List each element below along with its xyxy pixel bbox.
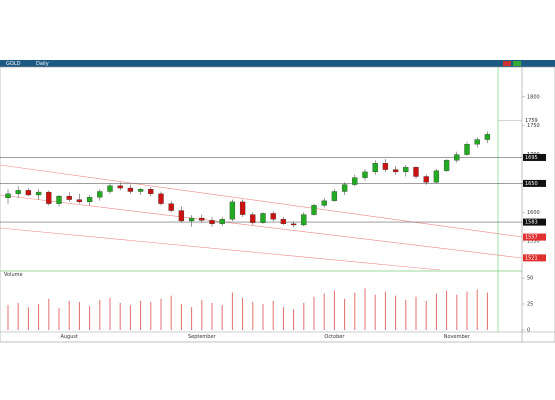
x-tick-label: October [324, 334, 345, 340]
y-tick-label: 1800 [527, 94, 540, 100]
candle-body [321, 200, 327, 206]
level-tag: 1583 [523, 218, 546, 226]
trend-line [0, 194, 523, 259]
candle-body [382, 163, 389, 170]
candle-body [484, 134, 491, 140]
candle-body [5, 193, 11, 199]
candle-body [219, 219, 225, 224]
trend-line [0, 164, 523, 238]
timeframe: Daily [36, 61, 49, 67]
level-box [523, 179, 546, 187]
candle-body [117, 185, 123, 189]
trend-tag: 1557 [523, 233, 546, 241]
candle-body [168, 203, 174, 211]
level-box [523, 218, 546, 226]
trend-label: 1557 [525, 235, 538, 241]
candle-body [76, 199, 83, 203]
candle-body [137, 189, 144, 192]
x-tick-label: November [444, 334, 471, 340]
candle-body [46, 191, 52, 204]
candle-body [474, 139, 480, 145]
candle-body [158, 193, 164, 204]
candle-body [56, 195, 62, 204]
candle-body [464, 144, 470, 155]
candle-body [290, 223, 297, 226]
candle-body [199, 217, 205, 221]
level-label: 1650 [525, 181, 538, 187]
cursor-price-label: 1759 [525, 118, 538, 124]
candle-body [301, 214, 307, 226]
candle-body [97, 191, 103, 198]
candle-body [86, 197, 93, 203]
title-bar [0, 60, 555, 67]
candle-body [148, 189, 154, 194]
candle-body [66, 195, 72, 200]
candle-body [127, 187, 134, 192]
level-tag: 1695 [523, 153, 546, 161]
candle-body [362, 171, 368, 178]
candle-body [311, 205, 317, 215]
trend-box [523, 254, 546, 262]
candle-body [250, 214, 256, 223]
trend-box [523, 233, 546, 241]
candle-body [341, 184, 348, 192]
trend-label: 1521 [525, 255, 538, 261]
candle-body [188, 217, 195, 222]
y-tick-label: 1600 [527, 210, 540, 216]
candle-body [229, 201, 236, 220]
volume-tick-label: 50 [527, 276, 533, 282]
candle-body [270, 213, 276, 220]
volume-tick-label: 0 [527, 328, 530, 334]
candle-body [209, 220, 215, 224]
y-tick-label: 1550 [527, 239, 540, 245]
candle-body [403, 167, 409, 173]
trend-tag: 1521 [523, 254, 546, 262]
candle-body [352, 177, 358, 185]
candle-body [413, 167, 419, 177]
volume-tick-label: 25 [527, 302, 533, 308]
candle-body [15, 190, 21, 194]
candle-body [423, 176, 429, 183]
level-label: 1583 [525, 220, 538, 226]
candle-body [443, 160, 450, 171]
candle-body [280, 219, 287, 224]
candle-body [372, 163, 378, 173]
chart-frame [0, 66, 555, 343]
trend-line [0, 227, 441, 271]
candle-body [433, 170, 440, 183]
level-label: 1695 [525, 155, 538, 161]
candle-body [331, 191, 338, 201]
candle-body [239, 201, 246, 215]
candle-body [260, 213, 266, 223]
volume-title: Volume [4, 272, 23, 278]
candle-body [25, 190, 32, 196]
y-tick-label: 1750 [527, 123, 540, 129]
candle-body [107, 185, 113, 192]
candle-body [178, 210, 185, 222]
candle-body [35, 191, 42, 196]
level-tag: 1650 [523, 179, 546, 187]
candle-body [392, 169, 399, 173]
x-tick-label: August [60, 334, 78, 340]
symbol: GOLD [6, 61, 21, 67]
x-tick-label: September [188, 334, 217, 340]
candle-body [454, 154, 460, 161]
level-box [523, 153, 546, 161]
button[interactable] [503, 61, 511, 66]
button[interactable] [513, 61, 521, 66]
